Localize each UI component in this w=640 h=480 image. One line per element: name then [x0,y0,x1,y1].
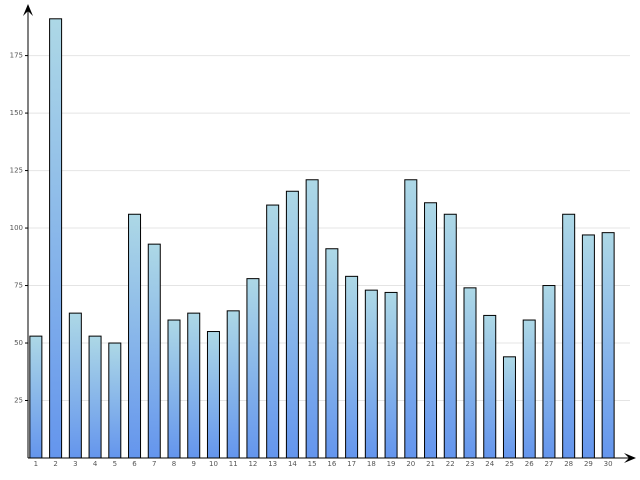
bar [443,213,457,459]
x-tick-label: 27 [544,460,553,468]
x-tick-label: 4 [93,460,98,468]
y-tick-label: 175 [10,52,23,60]
x-tick-label: 23 [466,460,475,468]
x-tick-label: 25 [505,460,514,468]
x-tick-label: 3 [73,460,77,468]
bar [542,285,556,459]
x-tick-label: 19 [387,460,396,468]
x-tick-label: 6 [132,460,137,468]
x-tick-label: 14 [288,460,297,468]
bar [522,319,536,459]
x-tick-label: 10 [209,460,218,468]
bar [463,287,477,459]
bar [29,335,43,459]
x-tick-label: 5 [113,460,117,468]
x-tick-label: 22 [446,460,455,468]
x-tick-label: 1 [34,460,38,468]
y-tick-label: 150 [10,109,23,117]
x-tick-label: 24 [485,460,494,468]
bar [483,314,497,459]
x-tick-label: 20 [406,460,415,468]
x-axis-arrow [624,453,636,463]
bar [246,278,260,459]
y-axis-arrow [23,4,33,16]
bar [108,342,122,459]
x-tick-label: 26 [525,460,534,468]
bar [206,331,220,459]
x-tick-label: 17 [347,460,356,468]
bar [68,312,82,459]
bar [404,179,418,459]
bar [285,190,299,459]
bar [266,204,280,459]
bar [147,243,161,459]
bar [167,319,181,459]
x-tick-label: 28 [564,460,573,468]
y-tick-label: 125 [10,167,23,175]
bar [226,310,240,459]
x-tick-label: 15 [308,460,317,468]
x-tick-label: 30 [604,460,613,468]
bar [562,213,576,459]
bar [305,179,319,459]
bars [29,18,615,459]
x-tick-label: 8 [172,460,176,468]
bar [345,275,359,459]
x-tick-label: 9 [191,460,195,468]
bar [88,335,102,459]
y-tick-label: 75 [14,282,23,290]
bar [364,289,378,459]
x-tick-label: 13 [268,460,277,468]
y-tick-label: 100 [10,224,23,232]
x-tick-label: 7 [152,460,156,468]
x-tick-label: 12 [248,460,257,468]
x-tick-label: 21 [426,460,435,468]
bar [581,234,595,459]
y-tick-label: 25 [14,397,23,405]
bar [384,291,398,459]
x-tick-label: 11 [229,460,238,468]
bar [187,312,201,459]
bar [424,202,438,459]
bar [49,18,63,459]
x-tick-label: 18 [367,460,376,468]
y-tick-label: 50 [14,339,23,347]
bar [325,248,339,459]
x-tick-label: 2 [53,460,57,468]
x-tick-label: 29 [584,460,593,468]
bar [128,213,142,459]
bar [601,232,615,459]
x-tick-label: 16 [327,460,336,468]
bar [502,356,516,459]
